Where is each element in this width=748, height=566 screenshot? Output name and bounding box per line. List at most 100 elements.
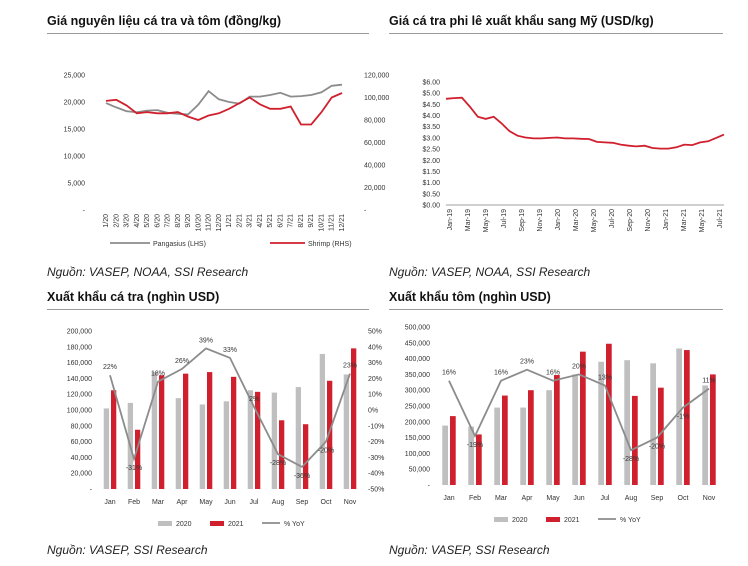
- x-tick-label: May-20: [591, 209, 598, 232]
- x-tick-label: May: [546, 495, 560, 502]
- y-tick-label-left: 300,000: [405, 388, 430, 395]
- y-tick-label-left: -: [428, 483, 431, 490]
- x-tick-label: Sep-20: [627, 209, 634, 232]
- y-tick-label-left: 200,000: [67, 329, 92, 336]
- bar-2020: [572, 374, 578, 485]
- data-label-yoy: -36%: [294, 473, 310, 480]
- x-tick-label: May: [199, 499, 213, 506]
- x-tick-label: Mar-20: [573, 209, 580, 231]
- y-tick-label-left: 450,000: [405, 340, 430, 347]
- data-label-yoy: 26%: [175, 358, 189, 365]
- x-tick-label: Jul-20: [609, 209, 616, 228]
- bar-2020: [494, 407, 500, 485]
- raw-price-chart: 25,000 20,000 15,000 10,000 5,000 - 120,000 100…: [64, 73, 390, 249]
- x-tick-label: Apr: [522, 495, 534, 502]
- bar-2021: [183, 373, 189, 489]
- data-label-yoy: 13%: [598, 374, 612, 381]
- x-tick-label: Oct: [321, 499, 332, 506]
- bar-2021: [450, 416, 456, 485]
- x-tick-label: 12/20: [216, 214, 223, 232]
- bar-2020: [175, 398, 181, 489]
- x-tick-label: Apr: [177, 499, 189, 506]
- bar-2020: [199, 404, 205, 489]
- bar-2020: [468, 426, 474, 485]
- export-price-chart: $6.00 $5.00 $4.50 $4.00 $3.50 $3.00 $2.50 $2.00…: [422, 80, 725, 232]
- series-line: [105, 92, 343, 126]
- y-tick-label-right: 20%: [368, 376, 382, 383]
- y-tick-label: $2.50: [422, 147, 440, 154]
- x-tick-label: 11/21: [329, 214, 336, 231]
- x-tick-label: 4/21: [257, 214, 264, 228]
- x-tick-label: May-21: [699, 209, 706, 232]
- bar-2020: [650, 363, 656, 485]
- bar-2021: [279, 420, 285, 489]
- legend-label: % YoY: [620, 517, 641, 524]
- x-tick-label: 1/21: [226, 214, 233, 228]
- source-note: Nguồn: VASEP, NOAA, SSI Research: [389, 265, 591, 279]
- bar-2021: [476, 434, 482, 485]
- y-tick-label-right: 0%: [368, 408, 378, 415]
- bar-2021: [606, 343, 612, 485]
- y-tick-label-right: 100,000: [364, 95, 389, 102]
- shrimp-export-chart: 500,000 450,000 400,000 350,000 300,000 250,0…: [405, 325, 716, 525]
- legend-label: 2021: [228, 521, 244, 528]
- bar-2020: [702, 385, 708, 485]
- x-tick-label: 2/20: [113, 214, 120, 228]
- y-tick-label-left: 200,000: [405, 419, 430, 426]
- bar-2021: [710, 374, 716, 485]
- bar-2020: [624, 360, 630, 485]
- x-tick-label: 6/20: [154, 214, 161, 228]
- x-tick-label: 3/21: [247, 214, 254, 228]
- data-label-yoy: 2%: [249, 396, 259, 403]
- x-tick-label: Jan-19: [447, 209, 454, 231]
- y-tick-label-left: 5,000: [67, 181, 85, 188]
- y-tick-label: $1.00: [422, 180, 440, 187]
- y-tick-label-right: 60,000: [364, 140, 386, 147]
- x-tick-label: 9/21: [308, 214, 315, 228]
- x-tick-label: Jul-21: [717, 209, 724, 228]
- x-tick-label: Jun: [224, 499, 235, 506]
- y-tick-label: $5.00: [422, 91, 440, 98]
- y-tick-label-right: 20,000: [364, 185, 386, 192]
- x-tick-label: Nov-20: [645, 209, 652, 232]
- chart-title-export-price: Giá cá tra phi lê xuất khẩu sang Mỹ (USD…: [389, 14, 654, 28]
- x-tick-label: Mar: [495, 495, 508, 502]
- y-tick-label-left: 120,000: [67, 392, 92, 399]
- y-tick-label: $4.50: [422, 102, 440, 109]
- x-tick-label: Mar-21: [681, 209, 688, 231]
- legend-swatch: [210, 521, 224, 526]
- y-tick-label-left: 20,000: [71, 471, 93, 478]
- bar-2020: [223, 401, 229, 489]
- bar-2021: [580, 351, 586, 485]
- source-note: Nguồn: VASEP, SSI Research: [47, 543, 208, 557]
- bar-2020: [247, 390, 253, 489]
- title-rule: [47, 309, 369, 310]
- y-tick-label-right: 50%: [368, 329, 382, 336]
- y-tick-label: $0.50: [422, 191, 440, 198]
- data-label-yoy: -28%: [270, 460, 286, 467]
- y-tick-label-left: 160,000: [67, 360, 92, 367]
- y-tick-label-left: 100,000: [67, 408, 92, 415]
- legend-swatch: [546, 517, 560, 522]
- x-tick-label: 3/20: [124, 214, 131, 228]
- pangasius-export-chart: 200,000 180,000 160,000 140,000 120,000 100,0…: [67, 329, 385, 529]
- y-tick-label-left: 60,000: [71, 439, 93, 446]
- x-tick-label: 1/20: [103, 214, 110, 228]
- x-tick-label: Mar: [152, 499, 165, 506]
- x-tick-label: 9/20: [185, 214, 192, 228]
- title-rule: [47, 33, 369, 34]
- data-label-yoy: 22%: [103, 364, 117, 371]
- x-tick-label: 5/20: [144, 214, 151, 228]
- data-label-yoy: 23%: [343, 363, 357, 370]
- y-tick-label-left: 10,000: [64, 154, 86, 161]
- x-tick-label: Oct: [678, 495, 689, 502]
- x-tick-label: Jan: [104, 499, 115, 506]
- x-tick-label: Jan-20: [555, 209, 562, 231]
- bar-2020: [271, 392, 277, 489]
- bar-2021: [554, 375, 560, 485]
- x-tick-label: 5/21: [267, 214, 274, 228]
- x-tick-label: Jan: [443, 495, 454, 502]
- data-label-yoy: 23%: [520, 359, 534, 366]
- data-label-yoy: 16%: [546, 370, 560, 377]
- y-tick-label-left: 150,000: [405, 435, 430, 442]
